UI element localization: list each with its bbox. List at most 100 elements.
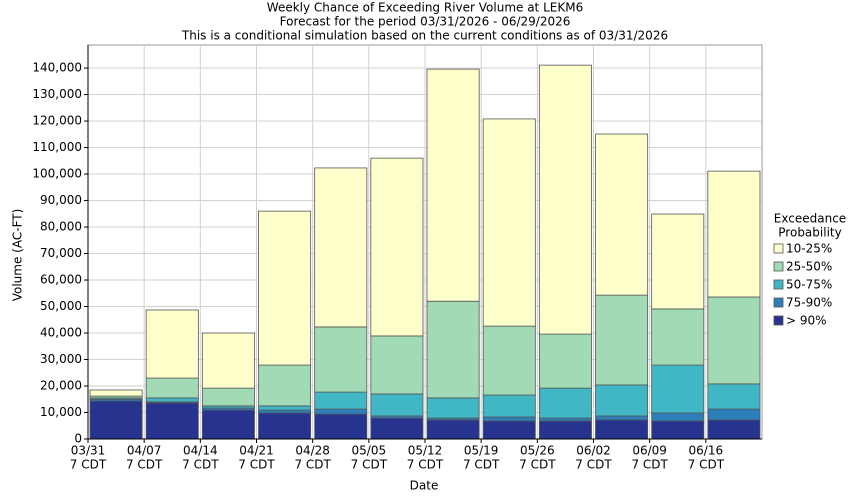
bar-segment [370,157,424,337]
bar-segment [258,405,312,411]
x-axis-label: Date [410,479,439,493]
bar-segment [89,389,143,397]
bar-segment [426,419,480,440]
y-tick-label: 100,000 [32,167,82,181]
bar-segment [201,332,255,389]
bar-segment [707,408,761,421]
y-tick-label: 140,000 [32,61,82,75]
bar-segment [145,377,199,399]
y-tick-label: 120,000 [32,114,82,128]
bar-segment [258,364,312,407]
bar-segment [145,397,199,403]
bar-segment [314,326,368,393]
bar-segment [707,419,761,440]
bar-segment [651,308,705,366]
chart-title: Weekly Chance of Exceeding River Volume … [267,1,583,15]
x-tick-label: 05/26 [520,444,555,458]
bar-segment [651,213,705,310]
legend-title: Probability [778,226,841,240]
y-tick-label: 80,000 [40,220,82,234]
bar-segment [651,420,705,440]
x-tick-sublabel: 7 CDT [688,458,725,472]
bar-segment [482,118,536,327]
bar-segment [370,393,424,417]
y-tick-label: 40,000 [40,326,82,340]
bar-segment [201,387,255,407]
y-axis-label: Volume (AC-FT) [11,209,25,302]
y-tick-label: 30,000 [40,352,82,366]
x-tick-sublabel: 7 CDT [294,458,331,472]
x-tick-label: 05/12 [408,444,443,458]
bar-segment [426,397,480,419]
bar-segment [314,167,368,328]
x-tick-label: 05/05 [352,444,387,458]
x-tick-label: 05/19 [464,444,499,458]
bar-segment [370,417,424,440]
x-tick-label: 06/09 [632,444,667,458]
x-tick-label: 06/16 [689,444,724,458]
y-tick-label: 70,000 [40,246,82,260]
x-tick-sublabel: 7 CDT [631,458,668,472]
x-tick-label: 04/28 [295,444,330,458]
bar-segment [538,64,592,335]
bar-segment [595,384,649,417]
bar-segment [595,294,649,386]
bar-segment [426,68,480,302]
bar-segment [538,417,592,422]
legend-title: Exceedance [774,212,846,226]
bar-segment [201,409,255,440]
x-tick-sublabel: 7 CDT [351,458,388,472]
chart-subtitle: Forecast for the period 03/31/2026 - 06/… [280,15,571,29]
bar-segment [538,333,592,389]
bar-segment [651,364,705,414]
legend-label: 50-75% [786,278,832,292]
bar-segment [258,412,312,440]
x-tick-label: 04/07 [127,444,162,458]
bar-segment [258,210,312,366]
bar-segment [426,300,480,399]
bar-segment [89,400,143,440]
x-tick-sublabel: 7 CDT [126,458,163,472]
bar-segment [145,309,199,379]
x-tick-sublabel: 7 CDT [238,458,275,472]
chart-note: This is a conditional simulation based o… [181,29,668,43]
bar-segment [595,419,649,440]
y-tick-label: 130,000 [32,87,82,101]
x-tick-sublabel: 7 CDT [519,458,556,472]
x-tick-sublabel: 7 CDT [70,458,107,472]
bar-segment [707,383,761,410]
bar-segment [707,296,761,385]
legend-swatch [773,261,784,272]
x-tick-label: 03/31 [71,444,106,458]
bar-segment [482,394,536,418]
x-tick-sublabel: 7 CDT [575,458,612,472]
bar-segment [538,387,592,419]
x-tick-label: 04/21 [239,444,274,458]
bar-segment [595,415,649,421]
bar-segment [482,416,536,422]
bar-segment [482,420,536,440]
bar-segment [314,408,368,415]
y-tick-label: 90,000 [40,193,82,207]
bar-segment [482,325,536,396]
x-tick-label: 04/14 [183,444,218,458]
legend-label: 25-50% [786,260,832,274]
legend-swatch [773,279,784,290]
bar-segment [595,133,649,296]
bar-segment [145,402,199,440]
y-tick-label: 50,000 [40,299,82,313]
y-tick-label: 60,000 [40,273,82,287]
bar-segment [370,335,424,395]
bar-segment [538,420,592,440]
bar-segment [314,391,368,410]
legend-label: 75-90% [786,296,832,310]
y-tick-label: 0 [74,432,82,446]
y-tick-label: 110,000 [32,140,82,154]
legend-swatch [773,297,784,308]
bar-segment [651,412,705,422]
legend-swatch [773,315,784,326]
legend-label: 10-25% [786,242,832,256]
y-tick-label: 10,000 [40,405,82,419]
x-tick-sublabel: 7 CDT [463,458,500,472]
